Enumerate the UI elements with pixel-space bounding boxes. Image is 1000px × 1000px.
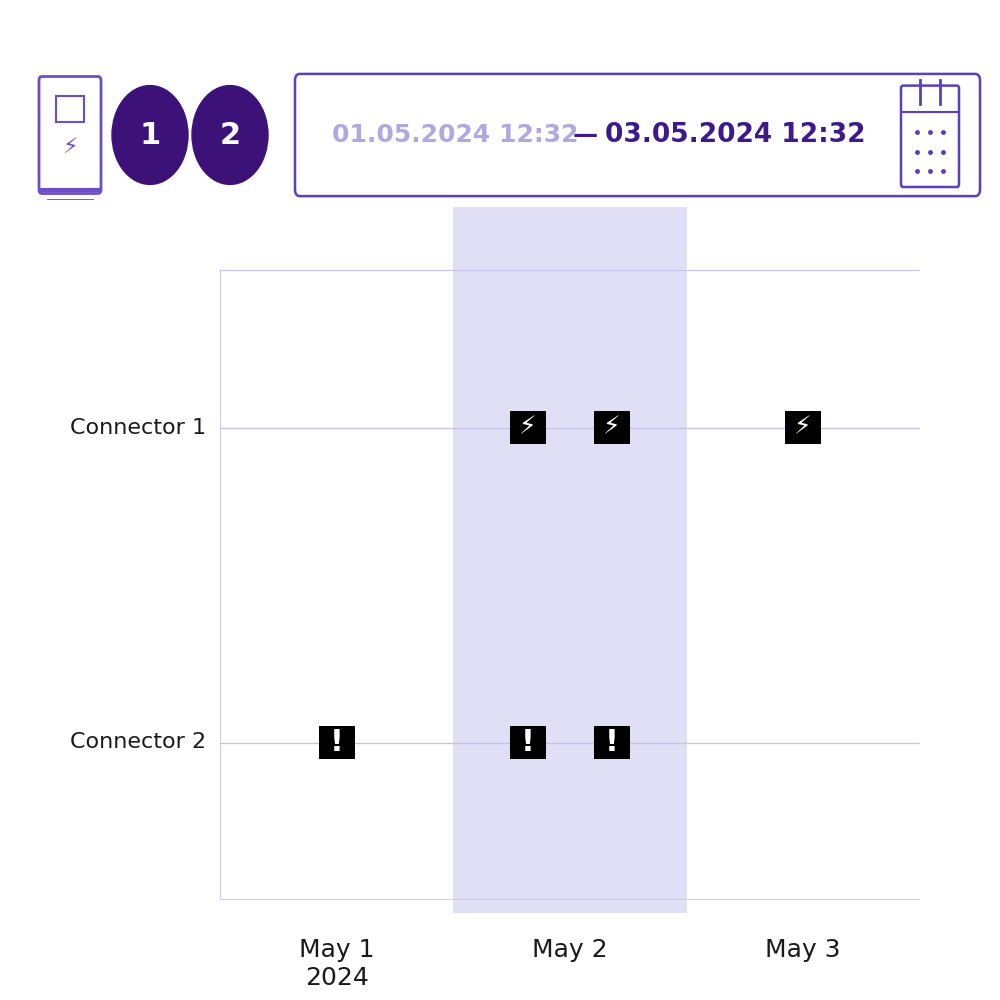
Text: 01.05.2024 12:32: 01.05.2024 12:32 xyxy=(332,123,578,147)
Text: ⚡: ⚡ xyxy=(603,416,621,440)
Text: Connector 1: Connector 1 xyxy=(70,418,206,438)
Text: Connector 2: Connector 2 xyxy=(70,732,206,752)
Text: ⚡: ⚡ xyxy=(519,416,537,440)
Bar xyxy=(785,411,821,444)
Bar xyxy=(510,411,546,444)
Text: ⚡: ⚡ xyxy=(62,138,78,158)
Text: 03.05.2024 12:32: 03.05.2024 12:32 xyxy=(605,122,865,148)
Text: !: ! xyxy=(330,728,344,757)
Bar xyxy=(594,411,630,444)
Text: May 2: May 2 xyxy=(532,938,608,962)
Text: —: — xyxy=(572,123,598,147)
Text: !: ! xyxy=(521,728,535,757)
Text: 2: 2 xyxy=(219,120,241,149)
FancyBboxPatch shape xyxy=(295,74,980,196)
Text: 1: 1 xyxy=(139,120,161,149)
Bar xyxy=(319,726,355,759)
Text: May 3: May 3 xyxy=(765,938,841,962)
Bar xyxy=(453,207,687,913)
Bar xyxy=(56,96,84,122)
Text: !: ! xyxy=(605,728,619,757)
Text: ⚡: ⚡ xyxy=(794,416,812,440)
Text: May 1
2024: May 1 2024 xyxy=(299,938,375,990)
Circle shape xyxy=(112,86,188,184)
Bar xyxy=(510,726,546,759)
Circle shape xyxy=(192,86,268,184)
Bar xyxy=(594,726,630,759)
